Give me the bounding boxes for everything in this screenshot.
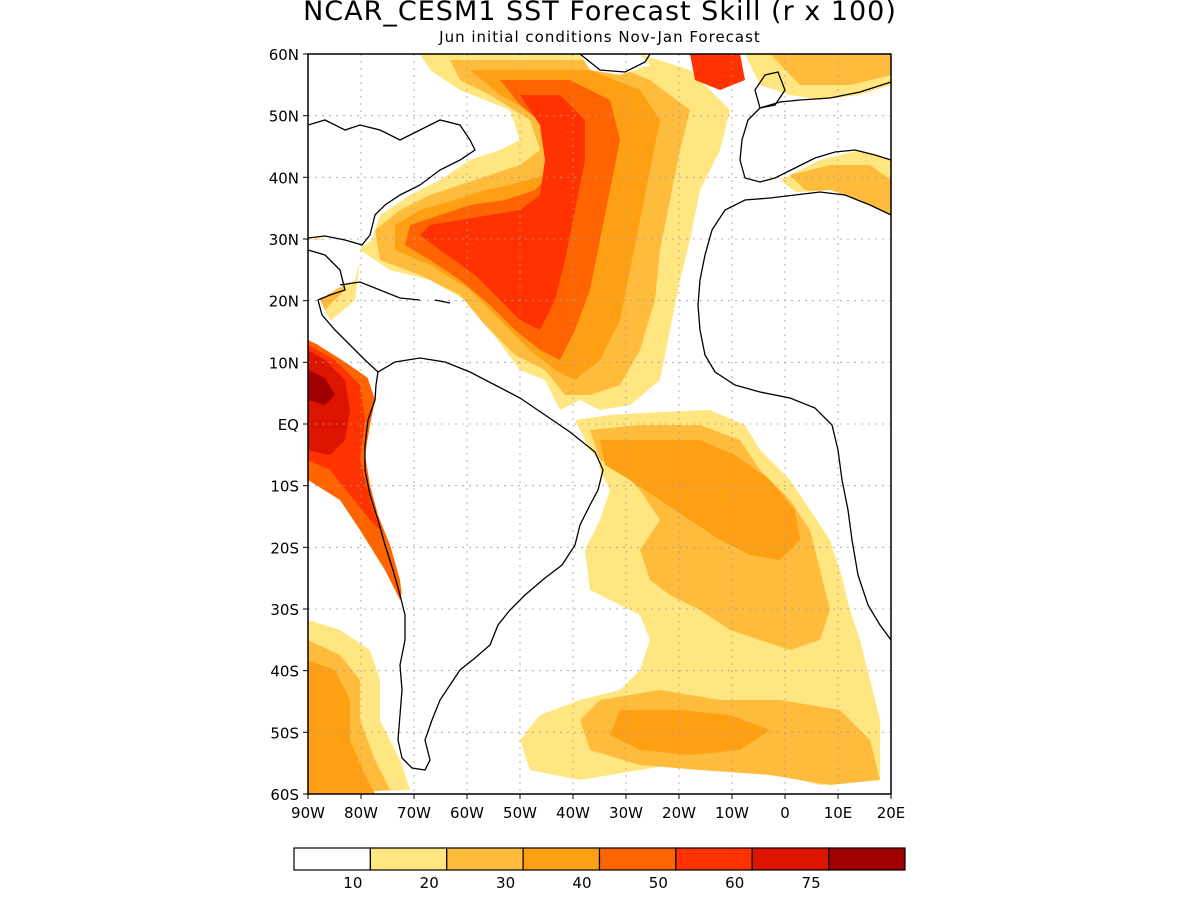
field-ne-corner-50 bbox=[690, 54, 745, 90]
colorbar-label: 40 bbox=[572, 874, 591, 892]
coast-caribbean-islands bbox=[339, 281, 451, 304]
coast-south-america bbox=[364, 357, 604, 771]
lon-label: 0 bbox=[780, 804, 790, 822]
colorbar-swatch bbox=[446, 847, 524, 871]
lat-label: 60N bbox=[269, 46, 299, 64]
grid-lines bbox=[308, 54, 891, 794]
lat-label: 50S bbox=[270, 724, 299, 742]
coastlines bbox=[308, 54, 891, 771]
colorbar-swatch bbox=[369, 847, 448, 871]
field-tropical-belt-30 bbox=[600, 440, 800, 560]
lon-label: 10W bbox=[715, 804, 749, 822]
colorbar: 10 20 30 40 50 60 75 bbox=[293, 847, 906, 892]
lat-label: EQ bbox=[278, 416, 299, 434]
latitude-labels: 60N 50N 40N 30N 20N 10N EQ 10S 20S 30S 40S 50S 60S bbox=[269, 46, 308, 804]
lat-label: 30S bbox=[270, 601, 299, 619]
lon-label: 20W bbox=[662, 804, 696, 822]
coast-gulf-central-america bbox=[308, 249, 379, 373]
land-central-america bbox=[308, 240, 378, 378]
coast-british-isles bbox=[754, 71, 786, 109]
field-pacific-south-30 bbox=[308, 660, 375, 794]
colorbar-label: 60 bbox=[725, 874, 744, 892]
field-west-coast-sa-75 bbox=[308, 370, 335, 405]
colorbar-label: 30 bbox=[496, 874, 515, 892]
lat-label: 10N bbox=[269, 354, 299, 372]
land-europe bbox=[738, 85, 891, 180]
lon-label: 50W bbox=[503, 804, 537, 822]
lat-label: 60S bbox=[270, 786, 299, 804]
lon-label: 20E bbox=[877, 804, 906, 822]
lon-label: 80W bbox=[344, 804, 378, 822]
land-africa bbox=[695, 190, 891, 640]
land-north-america bbox=[308, 54, 480, 248]
coast-greenland bbox=[579, 54, 651, 73]
lat-label: 40S bbox=[270, 663, 299, 681]
colorbar-label: 20 bbox=[420, 874, 439, 892]
map-title: NCAR_CESM1 SST Forecast Skill (r x 100) bbox=[303, 0, 897, 27]
colorbar-swatch bbox=[751, 847, 830, 871]
land-south-america bbox=[365, 358, 600, 770]
colorbar-label: 75 bbox=[802, 874, 821, 892]
colorbar-swatch bbox=[598, 847, 677, 871]
coast-north-america bbox=[308, 119, 476, 246]
lon-label: 60W bbox=[450, 804, 484, 822]
coast-europe bbox=[739, 81, 891, 183]
lon-label: 90W bbox=[291, 804, 325, 822]
lat-label: 40N bbox=[269, 169, 299, 187]
lat-label: 30N bbox=[269, 231, 299, 249]
colorbar-swatch bbox=[828, 847, 906, 871]
colorbar-swatch bbox=[293, 847, 371, 871]
field-ne-corner-20 bbox=[770, 54, 891, 85]
lat-label: 20S bbox=[270, 539, 299, 557]
lat-label: 20N bbox=[269, 293, 299, 311]
longitude-labels: 90W 80W 70W 60W 50W 40W 30W 20W 10W 0 10E 20E bbox=[291, 794, 905, 822]
colorbar-label: 50 bbox=[649, 874, 668, 892]
colorbar-label: 10 bbox=[343, 874, 362, 892]
lat-label: 50N bbox=[269, 108, 299, 126]
shaded-field bbox=[308, 54, 891, 794]
lon-label: 70W bbox=[397, 804, 431, 822]
lon-label: 40W bbox=[556, 804, 590, 822]
field-south-ocean-30 bbox=[610, 710, 770, 755]
colorbar-swatch bbox=[522, 847, 601, 871]
lon-label: 30W bbox=[609, 804, 643, 822]
map-subtitle: Jun initial conditions Nov-Jan Forecast bbox=[439, 28, 761, 46]
colorbar-swatch bbox=[675, 847, 753, 871]
lat-label: 10S bbox=[270, 478, 299, 496]
field-north-atlantic-50 bbox=[420, 95, 585, 330]
coast-africa bbox=[697, 191, 891, 641]
land-greenland-iceland bbox=[580, 54, 650, 75]
lon-label: 10E bbox=[824, 804, 853, 822]
